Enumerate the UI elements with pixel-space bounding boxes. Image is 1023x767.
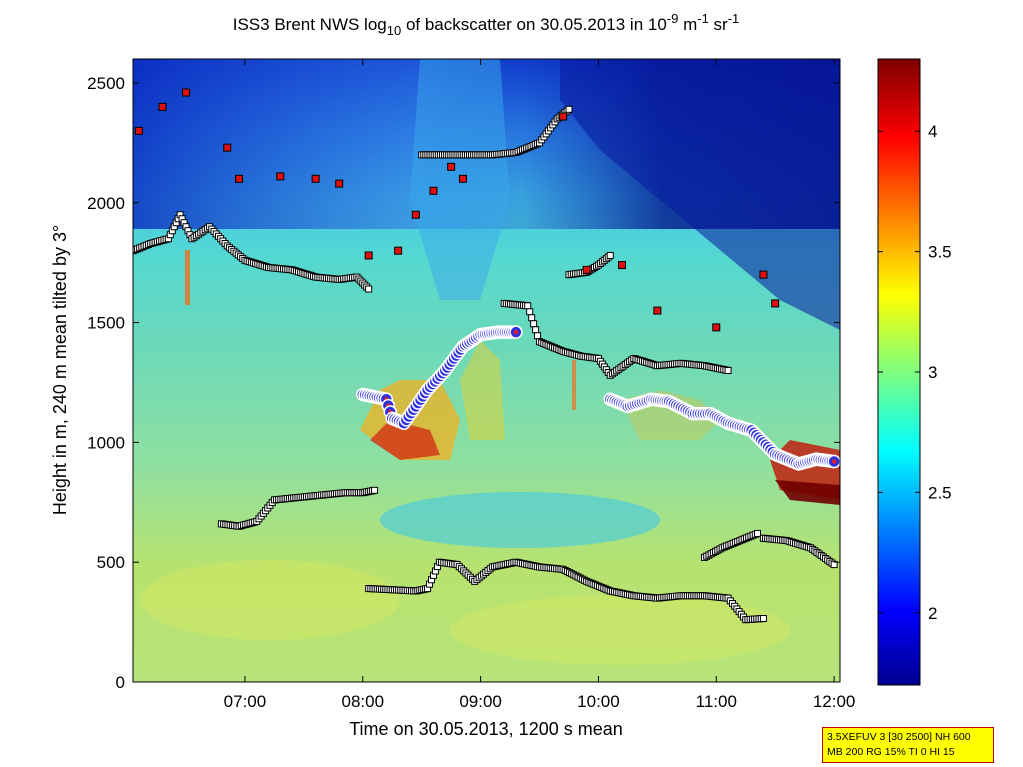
cloud-top-marker xyxy=(582,265,591,274)
cloud-top-markers xyxy=(134,88,780,332)
y-tick-label: 0 xyxy=(116,673,125,692)
cloud-layers xyxy=(133,105,838,624)
mixing-layer-core xyxy=(513,329,519,335)
x-tick-label: 07:00 xyxy=(224,692,267,711)
cloud-top-marker xyxy=(364,251,373,260)
cloud-top-marker xyxy=(134,126,143,135)
colorbar xyxy=(877,58,921,686)
heatmap-area xyxy=(133,59,840,682)
cloud-top-marker xyxy=(394,246,403,255)
cloud-base-marker xyxy=(565,105,573,113)
x-axis-ticks: 07:00 08:00 09:00 10:00 11:00 12:00 xyxy=(224,59,856,711)
cloud-top-marker xyxy=(411,210,420,219)
plot-frame xyxy=(132,58,841,683)
cloud-top-marker xyxy=(559,112,568,121)
y-tick-label: 500 xyxy=(97,553,125,572)
cloud-top-marker xyxy=(223,143,232,152)
cloud-top-marker xyxy=(653,306,662,315)
cloud-base-marker xyxy=(830,561,838,569)
cloud-base-marker xyxy=(534,332,542,340)
mixing-layer-markers xyxy=(356,325,840,471)
cloud-base-marker xyxy=(526,308,534,316)
colorbar-tick-label: 2.5 xyxy=(928,483,952,502)
cloud-top-marker xyxy=(335,179,344,188)
cloud-base-marker xyxy=(606,251,614,259)
y-tick-label: 2500 xyxy=(87,74,125,93)
colorbar-tick-label: 3.5 xyxy=(928,243,952,262)
settings-line-2: MB 200 RG 15% TI 0 HI 15 xyxy=(827,746,955,758)
cloud-base-marker xyxy=(371,486,379,494)
colorbar-tick-label: 2 xyxy=(928,604,937,623)
settings-line-1: 3.5XEFUV 3 [30 2500] NH 600 xyxy=(827,731,971,743)
cloud-base-marker xyxy=(532,326,540,334)
mixing-layer-core xyxy=(831,459,837,464)
cloud-top-marker xyxy=(182,88,191,97)
settings-info-box: 3.5XEFUV 3 [30 2500] NH 600 MB 200 RG 15… xyxy=(822,727,994,763)
cloud-base-marker xyxy=(759,615,767,623)
cloud-base-marker xyxy=(754,529,762,537)
x-axis-label: Time on 30.05.2013, 1200 s mean xyxy=(349,719,623,739)
colorbar-tick-label: 3 xyxy=(928,363,937,382)
cloud-base-marker xyxy=(365,285,373,293)
cloud-top-marker xyxy=(276,172,285,181)
cloud-base-marker xyxy=(724,367,732,374)
chart-title: ISS3 Brent NWS log10 of backscatter on 3… xyxy=(233,11,740,38)
cloud-top-marker xyxy=(771,299,780,308)
y-tick-label: 1500 xyxy=(87,314,125,333)
x-tick-label: 11:00 xyxy=(696,692,737,711)
cloud-top-marker xyxy=(458,174,467,183)
x-tick-label: 10:00 xyxy=(577,692,620,711)
cloud-top-marker xyxy=(235,174,244,183)
cloud-top-marker xyxy=(712,323,721,332)
x-tick-label: 12:00 xyxy=(813,692,856,711)
colorbar-tick-label: 4 xyxy=(928,122,937,141)
cloud-top-marker xyxy=(447,162,456,171)
cloud-top-marker xyxy=(618,261,627,270)
x-tick-label: 09:00 xyxy=(459,692,502,711)
y-axis-label: Height in m, 240 m mean tilted by 3° xyxy=(50,225,70,515)
cloud-base-marker xyxy=(528,314,536,322)
x-tick-label: 08:00 xyxy=(342,692,385,711)
cloud-top-marker xyxy=(429,186,438,195)
cloud-base-marker xyxy=(524,302,532,310)
colorbar-ticks: 2 2.5 3 3.5 4 xyxy=(878,122,952,623)
y-tick-label: 2000 xyxy=(87,194,125,213)
y-tick-label: 1000 xyxy=(87,433,125,452)
cloud-top-marker xyxy=(158,102,167,111)
cloud-top-marker xyxy=(311,174,320,183)
cloud-base-marker xyxy=(530,320,538,328)
cloud-top-marker xyxy=(759,270,768,279)
y-axis-ticks: 0 500 1000 1500 2000 2500 xyxy=(87,74,840,692)
